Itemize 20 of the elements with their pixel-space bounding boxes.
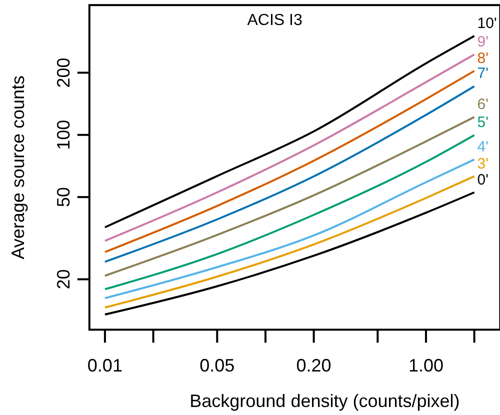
x-axis-title: Background density (counts/pixel): [190, 391, 460, 411]
series-label: 9': [477, 34, 489, 51]
series-label: 3': [477, 155, 489, 172]
series-label: 7': [477, 65, 489, 82]
text: 0.05: [200, 356, 235, 376]
series-label: 4': [477, 138, 489, 156]
y-tick-label: 100: [53, 120, 74, 150]
x-tick-label: 1.00: [408, 356, 444, 376]
y-tick-label: 200: [53, 58, 74, 88]
y-tick-label: 20: [53, 269, 74, 290]
series-label: 8': [477, 50, 489, 67]
x-tick-label: 0.20: [296, 356, 332, 376]
series-label: 6': [477, 96, 489, 114]
x-tick-label: 0.01: [87, 356, 122, 376]
y-tick-label: 50: [53, 187, 74, 208]
series-label: 5': [477, 114, 489, 132]
y-axis-title: Average source counts: [8, 76, 28, 260]
series-label: 0': [477, 171, 489, 188]
chart-title: ACIS I3: [247, 12, 302, 30]
series-label: 10': [477, 15, 497, 32]
